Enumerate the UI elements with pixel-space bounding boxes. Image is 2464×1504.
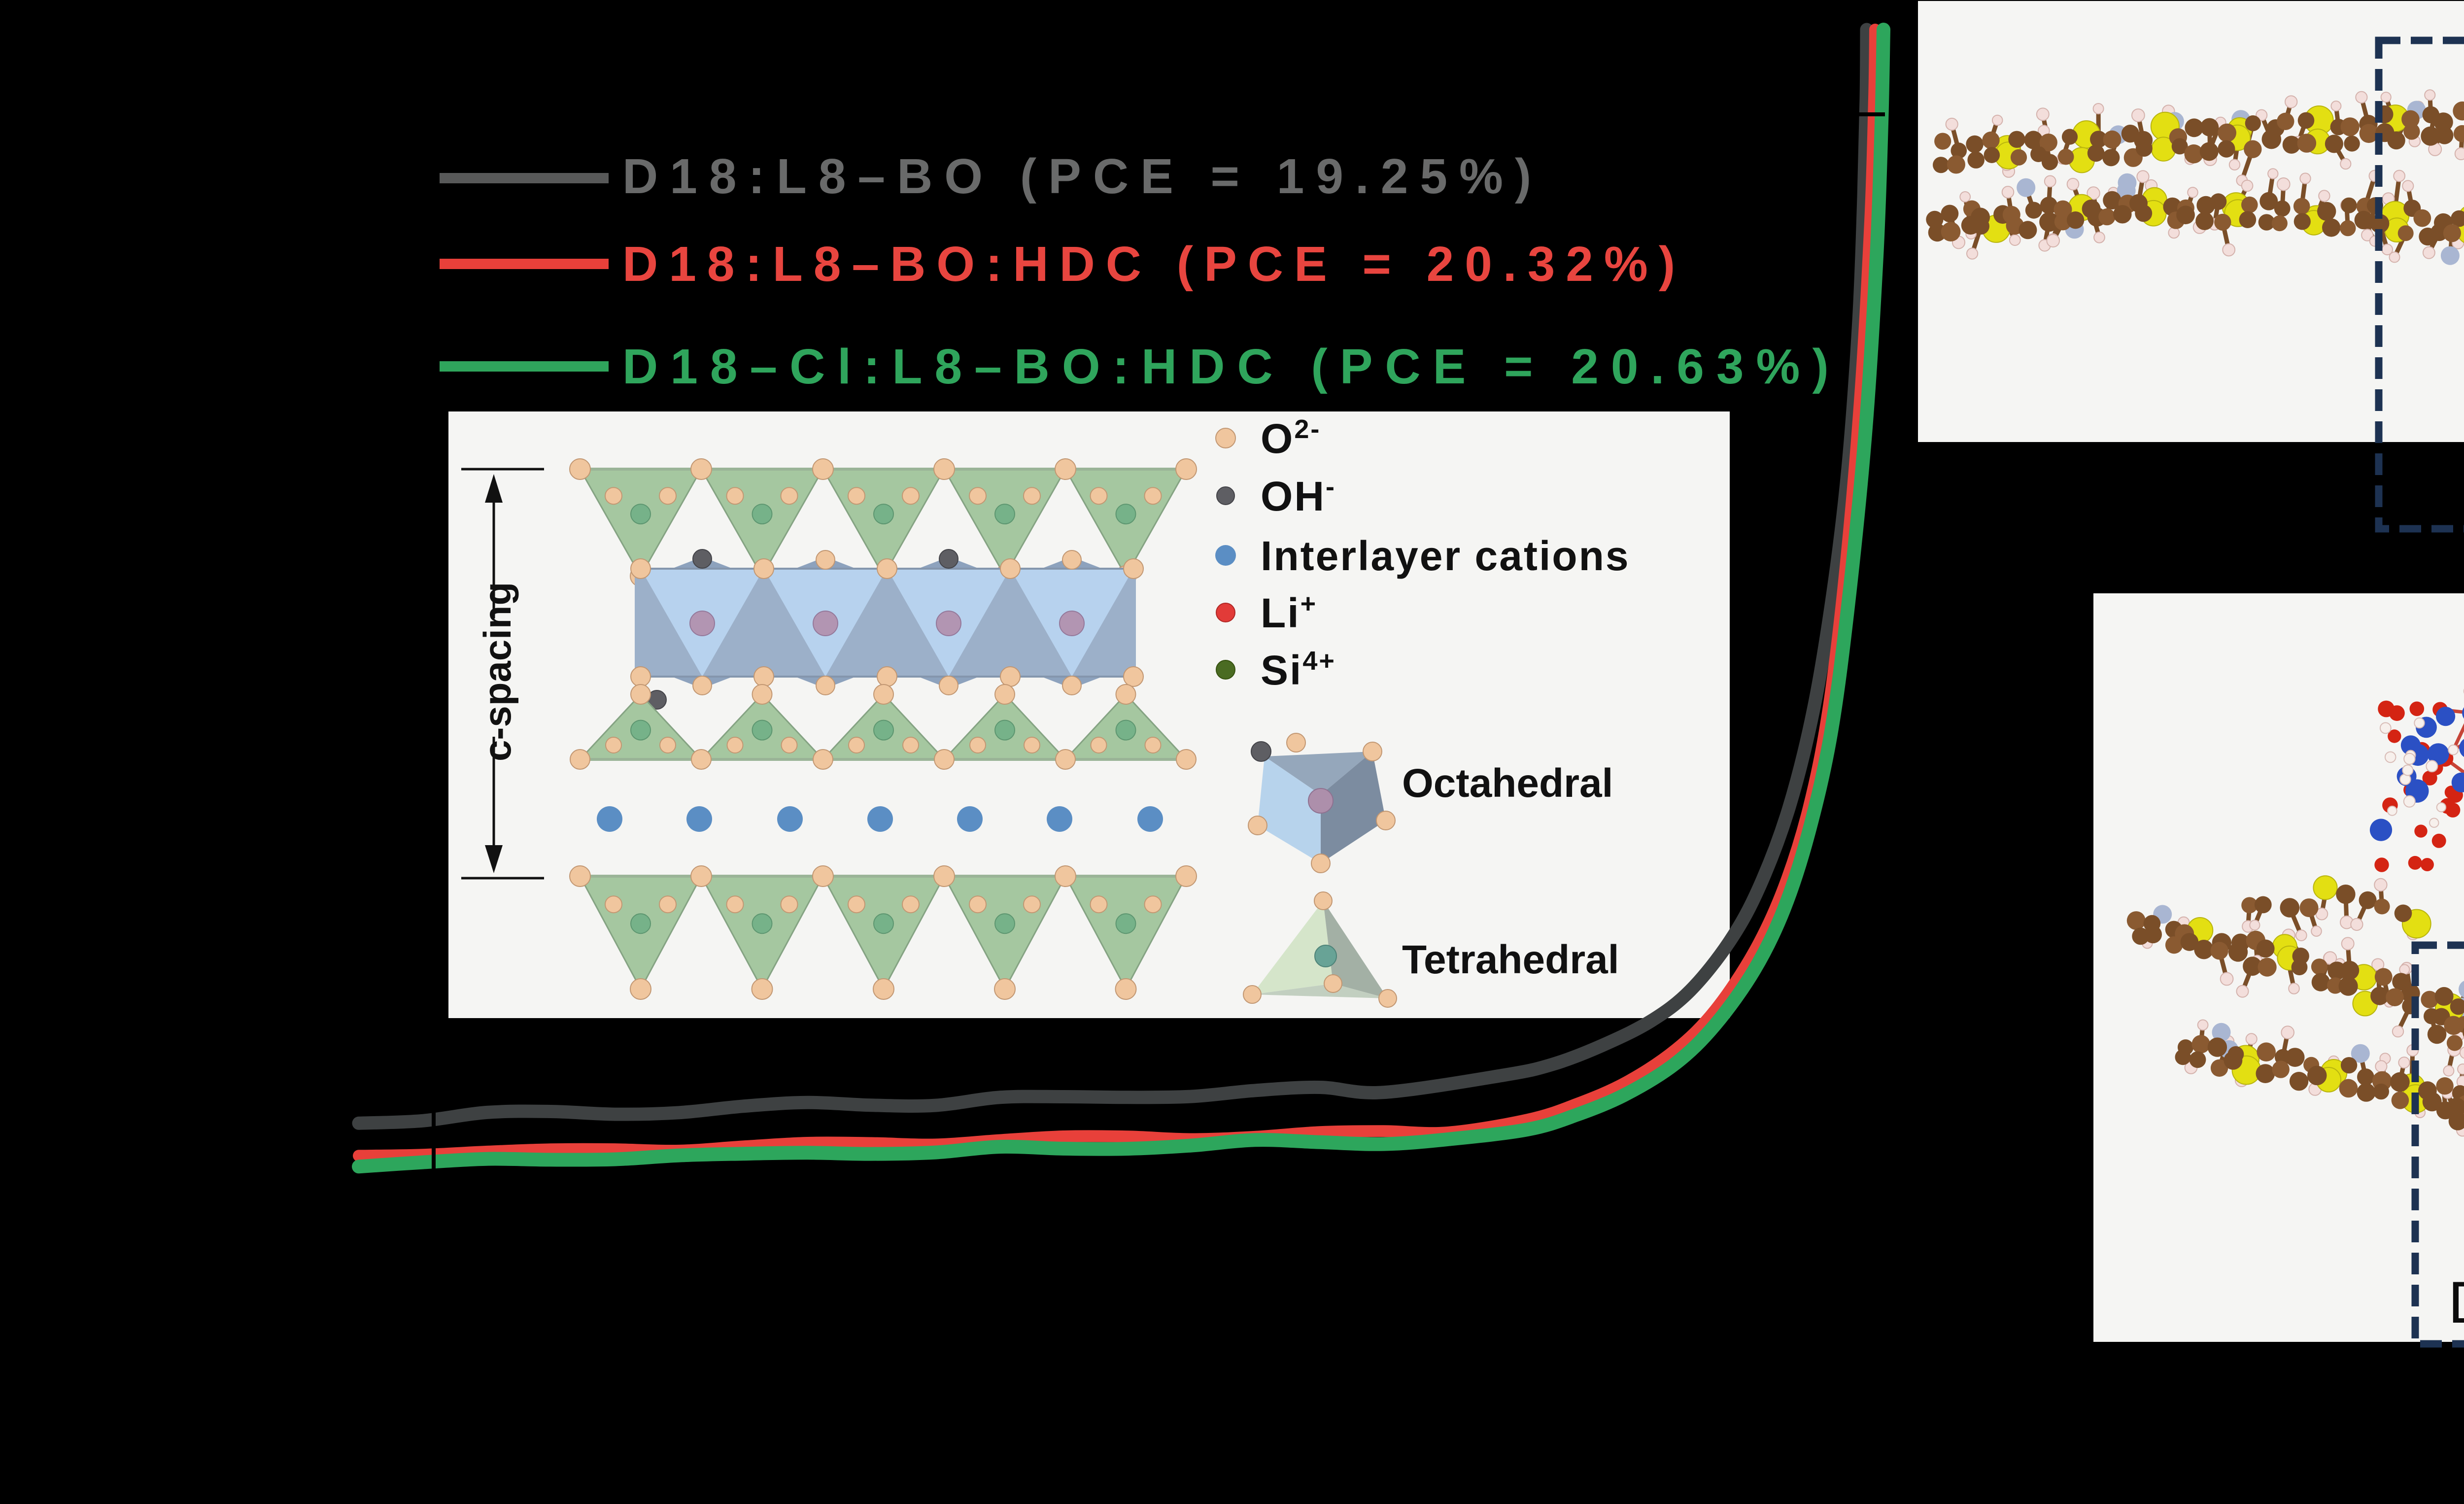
svg-text:Octahedral: Octahedral [1402, 761, 1613, 806]
svg-text:D18H-aggregation: D18H-aggregation [2448, 1269, 2464, 1335]
svg-text:Interlayer cations: Interlayer cations [1261, 533, 1630, 579]
svg-text:OH-: OH- [1261, 472, 1336, 519]
svg-text:Tetrahedral: Tetrahedral [1402, 937, 1619, 982]
svg-text:D18:L8–BO:HDC (PCE = 20.32%): D18:L8–BO:HDC (PCE = 20.32%) [622, 237, 1686, 292]
svg-text:D18:L8–BO (PCE = 19.25%): D18:L8–BO (PCE = 19.25%) [622, 149, 1543, 204]
svg-text:c-spacing: c-spacing [476, 582, 519, 761]
svg-text:Si4+: Si4+ [1261, 646, 1336, 693]
svg-text:D18–Cl:L8–BO:HDC (PCE = 20.63%: D18–Cl:L8–BO:HDC (PCE = 20.63%) [622, 339, 1841, 394]
